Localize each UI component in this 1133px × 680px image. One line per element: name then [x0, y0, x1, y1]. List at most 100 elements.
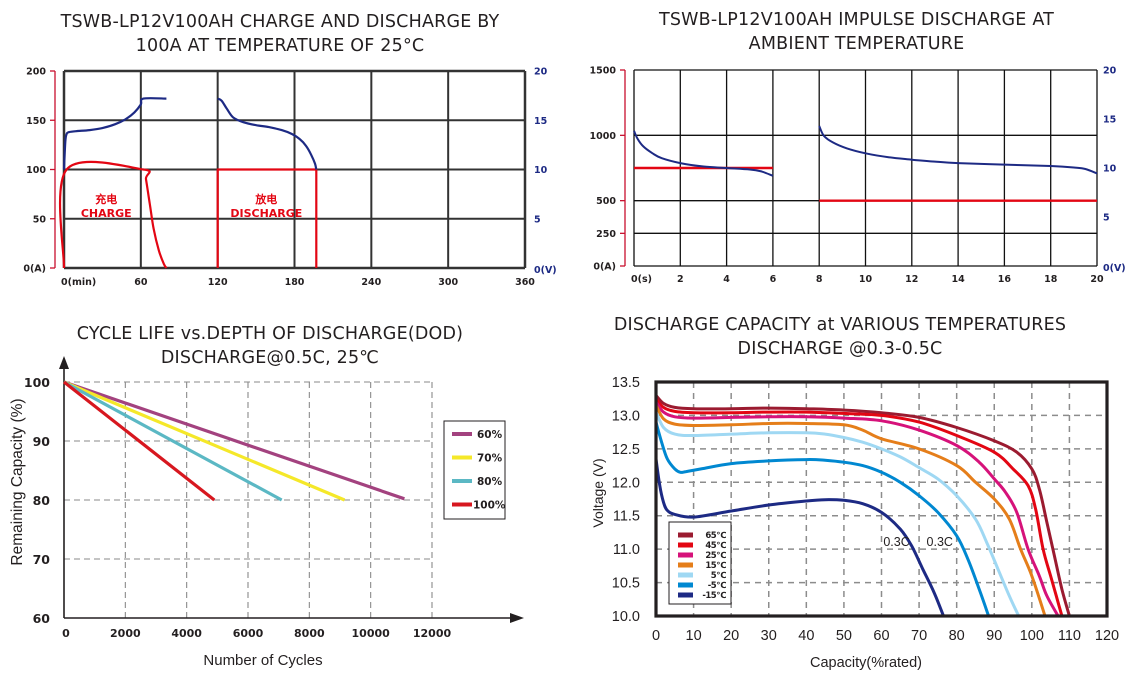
chart4-x-tick-label: 50 — [836, 628, 852, 644]
chart4-x-tick-label: 80 — [949, 628, 965, 644]
chart4-annotation: 0.3C — [883, 535, 909, 549]
chart1: 0(A) 50 100 150 200 0(V) 5 10 15 20 0(min) 60 120 180… — [23, 67, 556, 289]
chart4-x-axis-label: Capacity(%rated) — [810, 655, 922, 671]
chart4-x-tick-label: 30 — [761, 628, 777, 644]
chart4-legend-label: -5℃ — [708, 581, 726, 591]
chart3-x-tick-label: 0 — [62, 627, 70, 640]
chart3-y-tick-label: 100 — [24, 375, 50, 390]
chart1-x-tick-label: 60 — [134, 277, 148, 288]
chart3-x-tick-label: 12000 — [413, 627, 452, 640]
chart4-series-3 — [654, 404, 1047, 617]
chart2-right-tick-label: 5 — [1103, 213, 1110, 224]
chart1-title: TSWB-LP12V100AH CHARGE AND DISCHARGE BY … — [20, 10, 540, 58]
chart4-legend-swatch — [678, 532, 693, 538]
chart2-x-tick-label: 14 — [951, 274, 965, 285]
chart1-series-0 — [58, 160, 168, 269]
chart4-series-5 — [654, 421, 991, 617]
chart3-x-tick-label: 6000 — [233, 627, 264, 640]
chart3-y-tick-label: 90 — [33, 434, 51, 449]
chart2-right-tick-label: 20 — [1103, 66, 1117, 77]
chart1-x-tick-label: 360 — [515, 277, 535, 288]
chart4-legend-swatch — [678, 582, 693, 588]
chart1-left-tick-label: 150 — [26, 116, 46, 127]
chart1-left-tick-label: 100 — [26, 165, 46, 176]
chart3-title-line1: CYCLE LIFE vs.DEPTH OF DISCHARGE(DOD) — [76, 324, 464, 344]
chart4-y-axis-label: Voltage (V) — [590, 458, 606, 527]
chart2-x-tick-label: 10 — [859, 274, 873, 285]
chart4-annotation: 0.3C — [927, 535, 953, 549]
chart4-legend-label: 25℃ — [705, 551, 726, 561]
chart4-title-line1: DISCHARGE CAPACITY at VARIOUS TEMPERATUR… — [613, 315, 1067, 335]
chart2-series-3 — [818, 125, 1098, 175]
chart4-legend-swatch — [678, 562, 693, 568]
chart3-legend-label: 60% — [477, 429, 503, 441]
chart4-legend-label: 5℃ — [711, 571, 726, 581]
chart3-legend-label: 80% — [477, 476, 503, 488]
chart2-left-tick-label: 0(A) — [593, 262, 616, 273]
chart3-y-tick-label: 70 — [33, 552, 51, 567]
chart2-left-tick-label: 1000 — [590, 131, 617, 142]
chart4-y-tick-label: 13.5 — [612, 375, 640, 391]
chart3-x-tick-label: 8000 — [294, 627, 325, 640]
chart3-legend-swatch — [452, 432, 472, 436]
chart4-y-tick-label: 12.0 — [612, 475, 640, 491]
chart1-left-tick-label: 50 — [33, 214, 47, 225]
chart4-legend-label: 15℃ — [705, 561, 726, 571]
chart3-y-tick-label: 60 — [33, 611, 51, 626]
chart4-series-6 — [654, 458, 945, 617]
chart1-title-line1: TSWB-LP12V100AH CHARGE AND DISCHARGE BY — [60, 12, 500, 32]
chart3-legend-label: 70% — [477, 453, 503, 465]
chart3-legend-swatch — [452, 502, 472, 507]
chart1-annotation-cn: 放电 — [254, 192, 277, 206]
chart4-x-tick-label: 0 — [652, 628, 660, 644]
chart3-y-tick-label: 80 — [33, 493, 51, 508]
chart3-legend-swatch — [452, 479, 472, 483]
chart1-right-tick-label: 15 — [534, 116, 547, 127]
chart4-series-1 — [654, 397, 1064, 617]
chart3-series-100pct — [63, 380, 216, 502]
chart1-x-tick-label: 300 — [438, 277, 458, 288]
chart1-right-tick-label: 20 — [534, 67, 548, 78]
chart1-annotation-en: DISCHARGE — [230, 207, 302, 220]
chart4-series-0 — [654, 394, 1071, 617]
chart2-x-tick-label: 0(s) — [631, 274, 652, 285]
chart4-x-tick-label: 60 — [873, 628, 889, 644]
chart2-x-tick-label: 6 — [770, 274, 777, 285]
chart1-left-tick-label: 200 — [26, 67, 46, 78]
chart4-legend-swatch — [678, 592, 693, 598]
chart4-y-tick-label: 13.0 — [612, 408, 640, 424]
chart4-y-tick-label: 11.5 — [613, 509, 640, 525]
chart2-x-tick-label: 20 — [1090, 274, 1104, 285]
chart4-x-tick-label: 10 — [686, 628, 702, 644]
chart1-x-tick-label: 240 — [361, 277, 381, 288]
chart3-legend-label: 100% — [473, 500, 506, 512]
chart2-x-tick-label: 4 — [723, 274, 730, 285]
chart4-y-tick-label: 11.0 — [613, 542, 640, 558]
chart2-left-tick-label: 250 — [596, 229, 616, 240]
chart2-series-1 — [633, 130, 774, 177]
chart3-x-axis-arrow-icon — [510, 613, 524, 623]
chart4-y-tick-label: 12.5 — [612, 442, 640, 458]
chart3-series-60pct — [63, 380, 405, 501]
chart1-title-line2: 100A AT TEMPERATURE OF 25°C — [135, 36, 425, 56]
chart2-title-line2: AMBIENT TEMPERATURE — [748, 34, 965, 54]
chart4-x-tick-label: 70 — [911, 628, 927, 644]
chart3-title-line2: DISCHARGE@0.5C, 25℃ — [160, 348, 380, 368]
chart1-series-2 — [216, 168, 318, 268]
chart4-title-line2: DISCHARGE @0.3-0.5C — [737, 339, 943, 359]
chart1-right-tick-label: 0(V) — [534, 265, 557, 276]
chart1-x-tick-label: 120 — [208, 277, 228, 288]
chart2-x-tick-label: 2 — [677, 274, 684, 285]
chart4-x-tick-label: 90 — [986, 628, 1002, 644]
chart4-x-tick-label: 20 — [723, 628, 739, 644]
chart1-series-1 — [62, 97, 167, 170]
chart4-legend-label: 45℃ — [705, 541, 726, 551]
chart1-x-tick-label: 0(min) — [61, 277, 96, 288]
chart2-x-tick-label: 18 — [1044, 274, 1058, 285]
chart3-series-70pct — [63, 380, 346, 502]
chart4-x-tick-label: 100 — [1020, 628, 1044, 644]
chart2-title: TSWB-LP12V100AH IMPULSE DISCHARGE AT AMB… — [580, 8, 1133, 56]
chart2-x-tick-label: 12 — [905, 274, 918, 285]
chart4-legend-label: -15℃ — [702, 591, 726, 601]
